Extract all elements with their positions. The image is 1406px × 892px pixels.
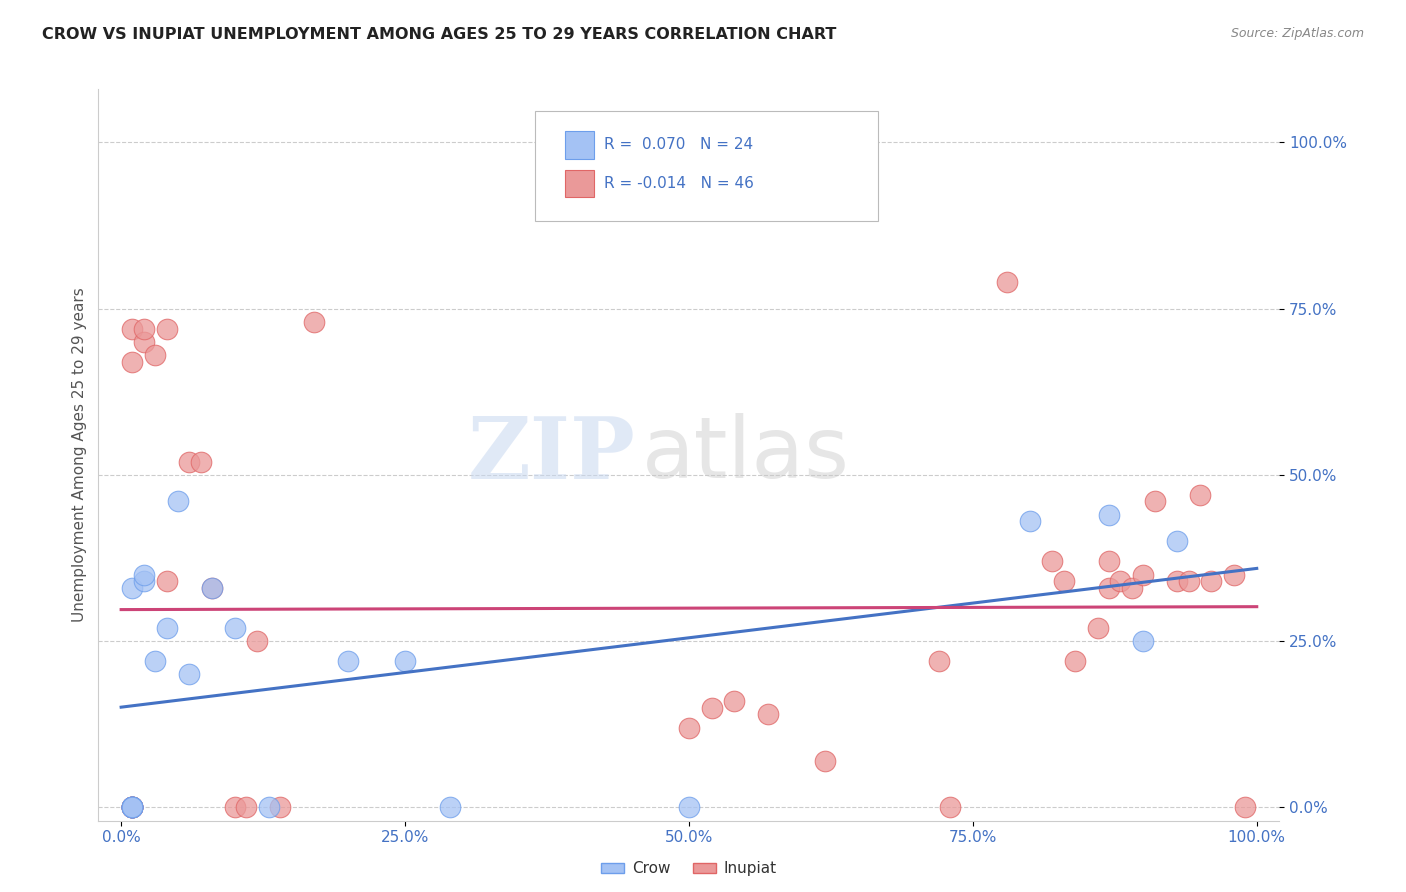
Point [121, 800, 143, 814]
Point [201, 581, 224, 595]
Point [179, 454, 201, 468]
Point [1098, 554, 1121, 568]
Point [121, 800, 143, 814]
Point [939, 800, 962, 814]
Point [121, 800, 143, 814]
Point [1087, 621, 1109, 635]
Point [1064, 654, 1087, 668]
Point [995, 275, 1018, 289]
Point [121, 800, 143, 814]
Point [224, 621, 246, 635]
Point [121, 581, 143, 595]
Point [439, 800, 461, 814]
Point [1201, 574, 1223, 589]
Point [121, 800, 143, 814]
Point [224, 800, 246, 814]
Point [1098, 508, 1121, 522]
Point [179, 667, 201, 681]
Point [155, 574, 177, 589]
Text: R =  0.070   N = 24: R = 0.070 N = 24 [605, 137, 754, 153]
Point [132, 574, 155, 589]
Point [257, 800, 280, 814]
Point [246, 634, 269, 648]
Point [1132, 567, 1154, 582]
Point [121, 800, 143, 814]
Point [1132, 634, 1154, 648]
Point [132, 334, 155, 349]
Point [201, 581, 224, 595]
Text: ZIP: ZIP [468, 413, 636, 497]
Point [155, 621, 177, 635]
Point [190, 454, 212, 468]
Point [1143, 494, 1166, 508]
Point [155, 321, 177, 335]
Point [1109, 574, 1132, 589]
Point [758, 707, 780, 722]
Point [1166, 534, 1188, 549]
FancyBboxPatch shape [565, 169, 595, 197]
Point [1053, 574, 1076, 589]
FancyBboxPatch shape [536, 112, 877, 221]
Point [1177, 574, 1199, 589]
Point [143, 348, 166, 362]
Point [121, 800, 143, 814]
Point [167, 494, 190, 508]
Point [121, 800, 143, 814]
Point [678, 721, 700, 735]
Legend: Crow, Inupiat: Crow, Inupiat [595, 855, 783, 882]
Text: R = -0.014   N = 46: R = -0.014 N = 46 [605, 176, 754, 191]
Point [700, 700, 723, 714]
Point [302, 315, 325, 329]
Point [814, 754, 837, 768]
Point [121, 800, 143, 814]
Point [121, 800, 143, 814]
Point [678, 800, 700, 814]
Point [143, 654, 166, 668]
Point [132, 321, 155, 335]
Point [132, 567, 155, 582]
Point [1166, 574, 1188, 589]
Point [1040, 554, 1063, 568]
Point [121, 321, 143, 335]
Text: CROW VS INUPIAT UNEMPLOYMENT AMONG AGES 25 TO 29 YEARS CORRELATION CHART: CROW VS INUPIAT UNEMPLOYMENT AMONG AGES … [42, 27, 837, 42]
Text: Source: ZipAtlas.com: Source: ZipAtlas.com [1230, 27, 1364, 40]
Point [121, 800, 143, 814]
Point [1018, 515, 1040, 529]
Y-axis label: Unemployment Among Ages 25 to 29 years: Unemployment Among Ages 25 to 29 years [72, 287, 87, 623]
Point [121, 355, 143, 369]
Point [269, 800, 291, 814]
Point [235, 800, 257, 814]
Point [1121, 581, 1143, 595]
Point [1098, 581, 1121, 595]
Point [121, 800, 143, 814]
Point [337, 654, 360, 668]
Point [1223, 567, 1246, 582]
Point [723, 694, 745, 708]
Point [121, 800, 143, 814]
Point [1188, 488, 1211, 502]
Point [1234, 800, 1257, 814]
FancyBboxPatch shape [565, 131, 595, 159]
Point [928, 654, 950, 668]
Text: atlas: atlas [641, 413, 849, 497]
Point [394, 654, 416, 668]
